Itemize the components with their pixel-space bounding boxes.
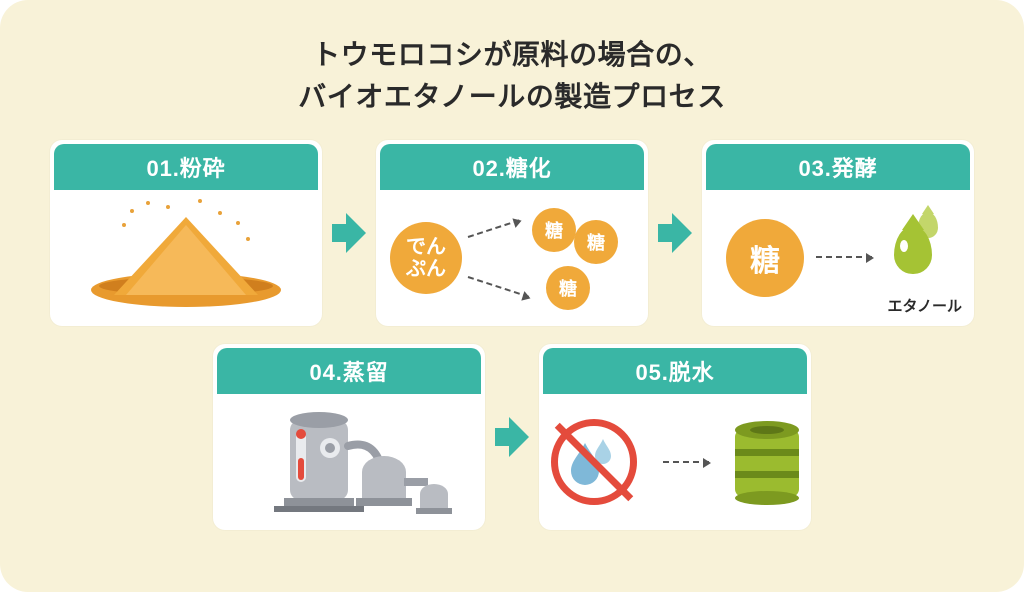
step-header: 05.脱水: [543, 348, 807, 394]
corn-pile-icon: [86, 203, 286, 313]
step-card-05: 05.脱水: [539, 344, 811, 530]
no-water-icon: [551, 419, 637, 505]
ethanol-drops-icon: [876, 212, 946, 282]
sugar-big-circle: 糖: [726, 219, 804, 297]
sugar-circle: 糖: [532, 208, 576, 252]
flow-arrow-icon: [332, 213, 366, 253]
flow-arrow-icon: [495, 417, 529, 457]
row-2: 04.蒸留: [213, 344, 811, 530]
step-body: [50, 190, 322, 326]
starch-circle: でん ぷん: [390, 222, 462, 294]
barrel-icon: [735, 419, 799, 505]
ethanol-label: エタノール: [887, 295, 962, 316]
page-title: トウモロコシが原料の場合の、 バイオエタノールの製造プロセス: [298, 34, 726, 118]
step-card-03: 03.発酵 糖 エタノール: [702, 140, 974, 326]
step-card-01: 01.粉砕: [50, 140, 322, 326]
step-card-02: 02.糖化 でん ぷん 糖 糖 糖: [376, 140, 648, 326]
infographic-canvas: トウモロコシが原料の場合の、 バイオエタノールの製造プロセス 01.粉砕: [0, 0, 1024, 592]
step-card-04: 04.蒸留: [213, 344, 485, 530]
step-header: 02.糖化: [380, 144, 644, 190]
step-body: 糖 エタノール: [702, 190, 974, 326]
sugar-circle: 糖: [546, 266, 590, 310]
step-body: でん ぷん 糖 糖 糖: [376, 190, 648, 326]
step-body: [539, 394, 811, 530]
step-body: [213, 394, 485, 530]
row-1: 01.粉砕: [50, 140, 974, 326]
step-header: 01.粉砕: [54, 144, 318, 190]
rows: 01.粉砕: [50, 140, 974, 530]
step-header: 03.発酵: [706, 144, 970, 190]
title-line-1: トウモロコシが原料の場合の、: [312, 39, 712, 70]
distillation-icon: [244, 402, 454, 522]
title-line-2: バイオエタノールの製造プロセス: [298, 81, 726, 112]
sugar-circle: 糖: [574, 220, 618, 264]
step-header: 04.蒸留: [217, 348, 481, 394]
flow-arrow-icon: [658, 213, 692, 253]
